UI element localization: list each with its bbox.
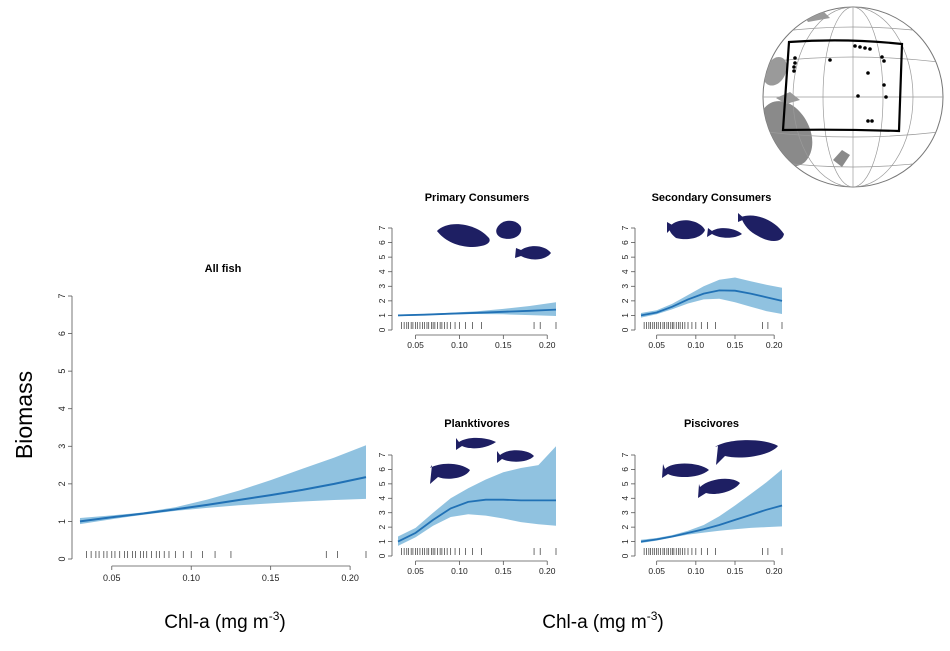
confidence-band	[641, 469, 782, 543]
x-tick-label: 0.05	[407, 340, 424, 350]
x-tick-label: 0.10	[688, 566, 705, 576]
y-tick-label: 3	[620, 284, 630, 289]
y-tick-label: 7	[377, 452, 387, 457]
fitted-line	[79, 476, 367, 523]
x-tick-label: 0.15	[495, 340, 512, 350]
fitted-line	[397, 308, 557, 317]
y-tick-label: 6	[620, 467, 630, 472]
y-tick-label: 1	[57, 519, 67, 524]
y-tick-label: 1	[620, 539, 630, 544]
y-tick-label: 3	[57, 444, 67, 449]
y-tick-label: 0	[377, 553, 387, 558]
y-tick-label: 1	[377, 539, 387, 544]
panel-primary-consumers: Primary Consumers 0 1 2 3 4 5 6 7 0.05 0.10 0.15 0.2…	[377, 192, 557, 350]
x-tick-label: 0.20	[341, 573, 359, 583]
x-axis-label-text: Chl-a (mg m	[542, 612, 647, 633]
x-axis-label-text: Chl-a (mg m	[164, 612, 269, 633]
x-tick-label: 0.05	[407, 566, 424, 576]
y-tick-label: 1	[620, 313, 630, 318]
y-tick-label: 3	[377, 510, 387, 515]
y-tick-label: 1	[377, 313, 387, 318]
globe-map-icon	[762, 6, 944, 188]
y-tick-label: 4	[620, 496, 630, 501]
y-tick-label: 4	[377, 269, 387, 274]
panel-title: All fish	[205, 263, 242, 275]
fitted-line	[640, 289, 783, 317]
x-tick-label: 0.20	[766, 340, 783, 350]
x-tick-label: 0.05	[648, 566, 665, 576]
confidence-band	[80, 445, 366, 525]
x-axis-label-left: Chl-a (mg m-3)	[164, 609, 286, 633]
y-tick-label: 5	[620, 255, 630, 260]
confidence-band	[398, 446, 556, 546]
y-tick-label: 6	[620, 240, 630, 245]
x-axis-label-superscript: -3	[647, 609, 658, 623]
x-tick-label: 0.05	[103, 573, 121, 583]
fitted-line	[640, 504, 783, 543]
x-tick-label: 0.10	[688, 340, 705, 350]
x-tick-label: 0.15	[727, 566, 744, 576]
y-tick-label: 4	[377, 496, 387, 501]
y-tick-label: 3	[377, 284, 387, 289]
y-tick-label: 6	[377, 467, 387, 472]
y-axis-label: Biomass	[11, 371, 37, 459]
panel-title: Piscivores	[684, 418, 739, 430]
x-axis-label-close: )	[279, 612, 285, 633]
y-tick-label: 7	[377, 225, 387, 230]
x-tick-label: 0.15	[262, 573, 280, 583]
y-tick-label: 6	[57, 331, 67, 336]
y-tick-label: 7	[620, 452, 630, 457]
panel-secondary-consumers: Secondary Consumers 0 1 2 3 4 5 6 7 0.05 0.10 0.15 0…	[620, 192, 783, 350]
panel-planktivores: Planktivores 0 1 2 3 4 5 6 7 0.05 0.10 0.15 0.20	[377, 418, 557, 576]
panel-title: Primary Consumers	[425, 192, 530, 204]
y-tick-label: 2	[620, 298, 630, 303]
y-tick-label: 3	[620, 510, 630, 515]
y-tick-label: 4	[620, 269, 630, 274]
panel-title: Planktivores	[444, 418, 509, 430]
fitted-line	[397, 498, 556, 543]
x-tick-label: 0.20	[766, 566, 783, 576]
y-tick-label: 5	[620, 481, 630, 486]
y-tick-label: 7	[620, 225, 630, 230]
x-tick-label: 0.10	[451, 566, 468, 576]
y-tick-label: 0	[377, 327, 387, 332]
y-tick-label: 0	[620, 553, 630, 558]
x-axis-label-superscript: -3	[269, 609, 280, 623]
panel-piscivores: Piscivores 0 1 2 3 4 5 6 7 0.05 0.10 0.15 0.20	[620, 418, 783, 576]
y-tick-label: 2	[620, 525, 630, 530]
y-tick-label: 7	[57, 293, 67, 298]
x-tick-label: 0.05	[648, 340, 665, 350]
x-tick-label: 0.20	[539, 566, 556, 576]
y-tick-label: 6	[377, 240, 387, 245]
x-axis-label-close: )	[657, 612, 663, 633]
y-tick-label: 4	[57, 406, 67, 411]
panel-all-fish: All fish 0 1 2 3 4 5 6 7 0.05 0.10 0.15 0.20	[57, 263, 367, 583]
panel-title: Secondary Consumers	[652, 192, 772, 204]
y-tick-label: 2	[377, 298, 387, 303]
y-tick-label: 2	[377, 525, 387, 530]
y-tick-label: 5	[377, 255, 387, 260]
confidence-band	[641, 277, 782, 318]
x-axis-label-right: Chl-a (mg m-3)	[542, 609, 664, 633]
fish-icon	[430, 213, 784, 498]
x-tick-label: 0.10	[451, 340, 468, 350]
y-tick-label: 2	[57, 481, 67, 486]
x-tick-label: 0.20	[539, 340, 556, 350]
y-tick-label: 0	[620, 327, 630, 332]
x-tick-label: 0.15	[495, 566, 512, 576]
x-tick-label: 0.10	[182, 573, 200, 583]
y-tick-label: 5	[57, 369, 67, 374]
y-tick-label: 0	[57, 556, 67, 561]
x-tick-label: 0.15	[727, 340, 744, 350]
confidence-band	[398, 302, 556, 317]
y-tick-label: 5	[377, 481, 387, 486]
